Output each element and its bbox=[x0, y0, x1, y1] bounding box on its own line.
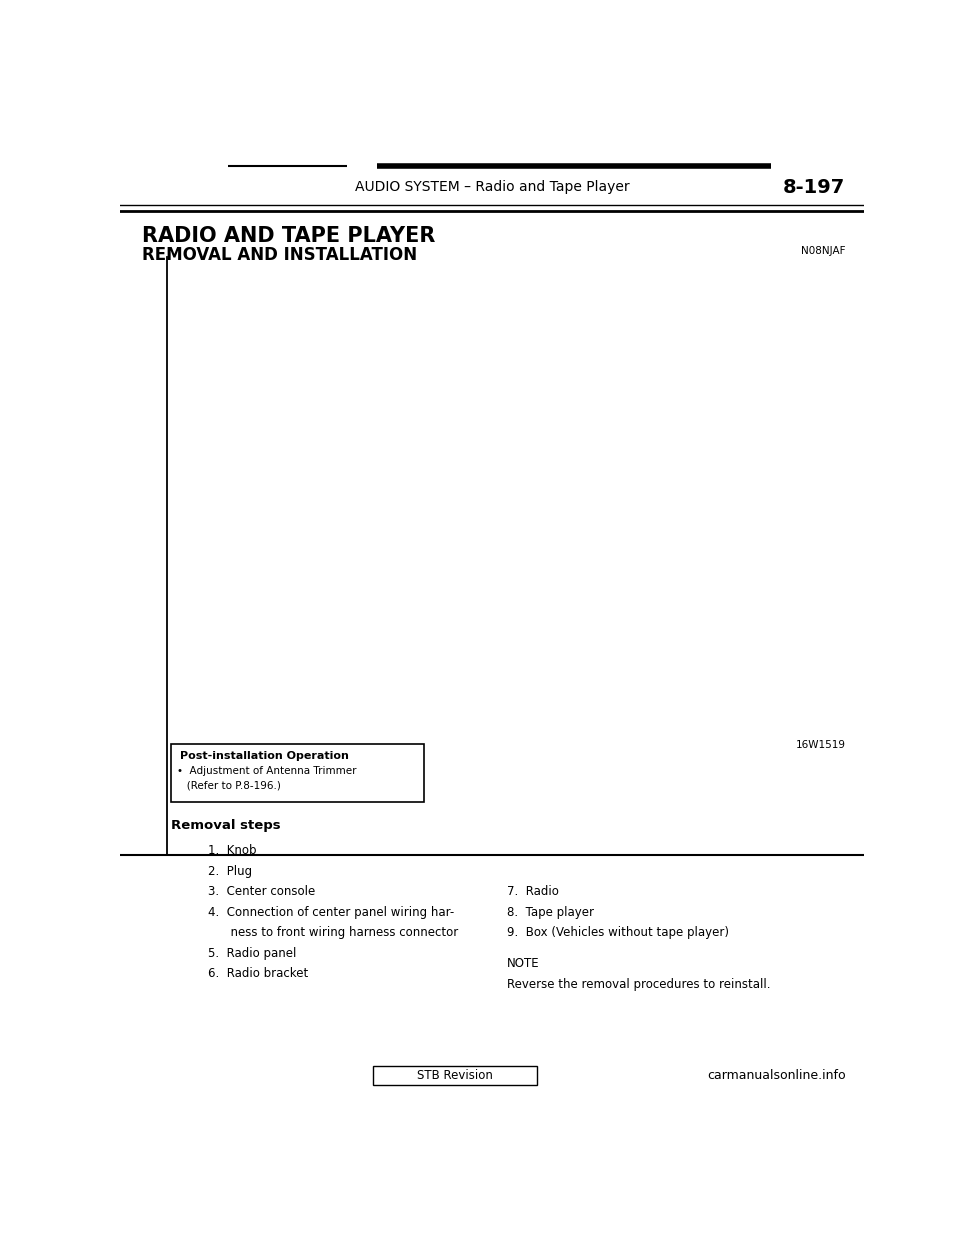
Text: 2.  Plug: 2. Plug bbox=[207, 865, 252, 878]
Text: 8-197: 8-197 bbox=[783, 178, 846, 196]
Text: Removal steps: Removal steps bbox=[171, 819, 280, 832]
Text: REMOVAL AND INSTALLATION: REMOVAL AND INSTALLATION bbox=[142, 246, 418, 264]
Text: 1.  Knob: 1. Knob bbox=[207, 844, 256, 856]
Text: NOTE: NOTE bbox=[507, 957, 540, 971]
Text: carmanualsonline.info: carmanualsonline.info bbox=[707, 1069, 846, 1083]
Text: 8.  Tape player: 8. Tape player bbox=[507, 906, 594, 919]
Text: AUDIO SYSTEM – Radio and Tape Player: AUDIO SYSTEM – Radio and Tape Player bbox=[354, 180, 630, 194]
Text: 7.  Radio: 7. Radio bbox=[507, 885, 559, 899]
Text: (Refer to P.8-196.): (Refer to P.8-196.) bbox=[177, 781, 280, 791]
Text: Post-installation Operation: Post-installation Operation bbox=[180, 751, 348, 761]
Text: Reverse the removal procedures to reinstall.: Reverse the removal procedures to reinst… bbox=[507, 978, 770, 991]
Text: RADIO AND TAPE PLAYER: RADIO AND TAPE PLAYER bbox=[142, 226, 436, 246]
Text: 9.  Box (Vehicles without tape player): 9. Box (Vehicles without tape player) bbox=[507, 926, 729, 940]
Text: 16W1519: 16W1519 bbox=[796, 740, 846, 750]
Text: STB Revision: STB Revision bbox=[417, 1069, 492, 1083]
Text: 3.  Center console: 3. Center console bbox=[207, 885, 315, 899]
Text: •  Adjustment of Antenna Trimmer: • Adjustment of Antenna Trimmer bbox=[177, 766, 356, 776]
Text: 5.  Radio panel: 5. Radio panel bbox=[207, 947, 297, 960]
Text: 4.  Connection of center panel wiring har-: 4. Connection of center panel wiring har… bbox=[207, 906, 454, 919]
Bar bbox=[372, 1066, 537, 1085]
Text: N08NJAF: N08NJAF bbox=[801, 246, 846, 256]
Bar bbox=[171, 745, 423, 802]
Text: 6.  Radio bracket: 6. Radio bracket bbox=[207, 967, 308, 981]
Text: ness to front wiring harness connector: ness to front wiring harness connector bbox=[207, 926, 458, 940]
